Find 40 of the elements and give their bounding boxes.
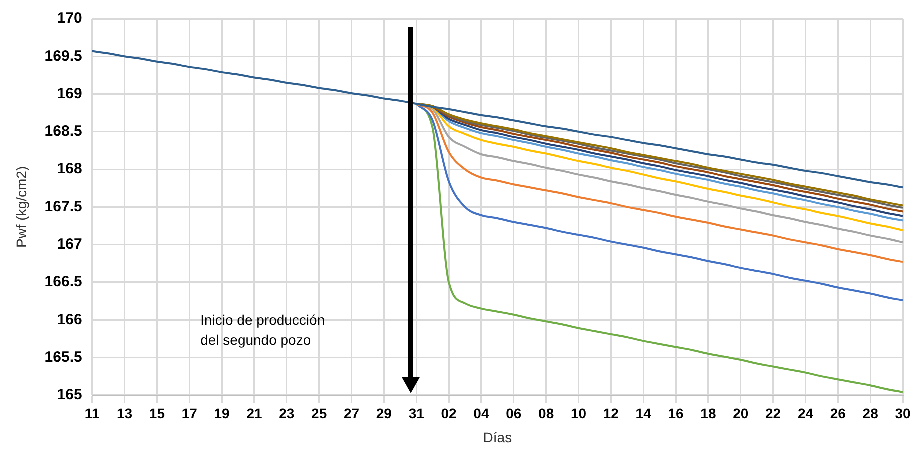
y-tick-label: 168.5: [44, 123, 82, 140]
x-tick-label: 11: [84, 406, 100, 422]
y-tick-label: 166.5: [44, 274, 82, 291]
x-tick-label: 29: [376, 406, 392, 422]
x-tick-label: 25: [312, 406, 328, 422]
y-tick-label: 165: [57, 386, 82, 404]
y-tick-label: 167.5: [44, 198, 82, 216]
x-tick-label: 27: [344, 406, 360, 422]
x-axis-title: Días: [483, 429, 512, 446]
x-tick-label: 16: [668, 406, 684, 422]
y-tick-label: 167: [57, 236, 82, 253]
x-tick-label: 18: [700, 406, 716, 422]
x-tick-label: 08: [538, 406, 554, 422]
x-tick-label: 13: [116, 406, 133, 422]
x-tick-label: 19: [214, 406, 230, 422]
x-tick-label: 31: [408, 406, 425, 422]
x-tick-label: 17: [182, 406, 198, 422]
x-tick-label: 04: [474, 406, 490, 422]
x-tick-label: 06: [506, 406, 522, 422]
y-axis-title: Pwf (kg/cm2): [13, 166, 30, 248]
x-tick-label: 22: [766, 406, 782, 422]
y-tick-label: 165.5: [44, 348, 82, 366]
x-tick-label: 15: [149, 406, 166, 422]
y-tick-label: 169: [57, 85, 82, 102]
x-tick-label: 28: [862, 406, 879, 422]
x-tick-label: 24: [798, 406, 814, 422]
x-tick-label: 14: [636, 406, 652, 422]
x-tick-label: 12: [603, 406, 620, 422]
y-tick-label: 168: [57, 160, 82, 178]
x-tick-label: 10: [570, 406, 587, 422]
x-tick-label: 26: [830, 406, 846, 422]
x-tick-label: 30: [895, 406, 911, 422]
x-tick-label: 23: [279, 406, 295, 422]
y-tick-label: 170: [57, 10, 82, 28]
annotation: Inicio de producción del segundo pozo: [200, 311, 326, 350]
y-tick-label: 166: [57, 311, 82, 328]
x-tick-label: 20: [733, 406, 749, 422]
x-tick-label: 21: [246, 406, 262, 422]
y-tick-label: 169.5: [44, 48, 82, 65]
x-tick-label: 02: [441, 406, 458, 422]
